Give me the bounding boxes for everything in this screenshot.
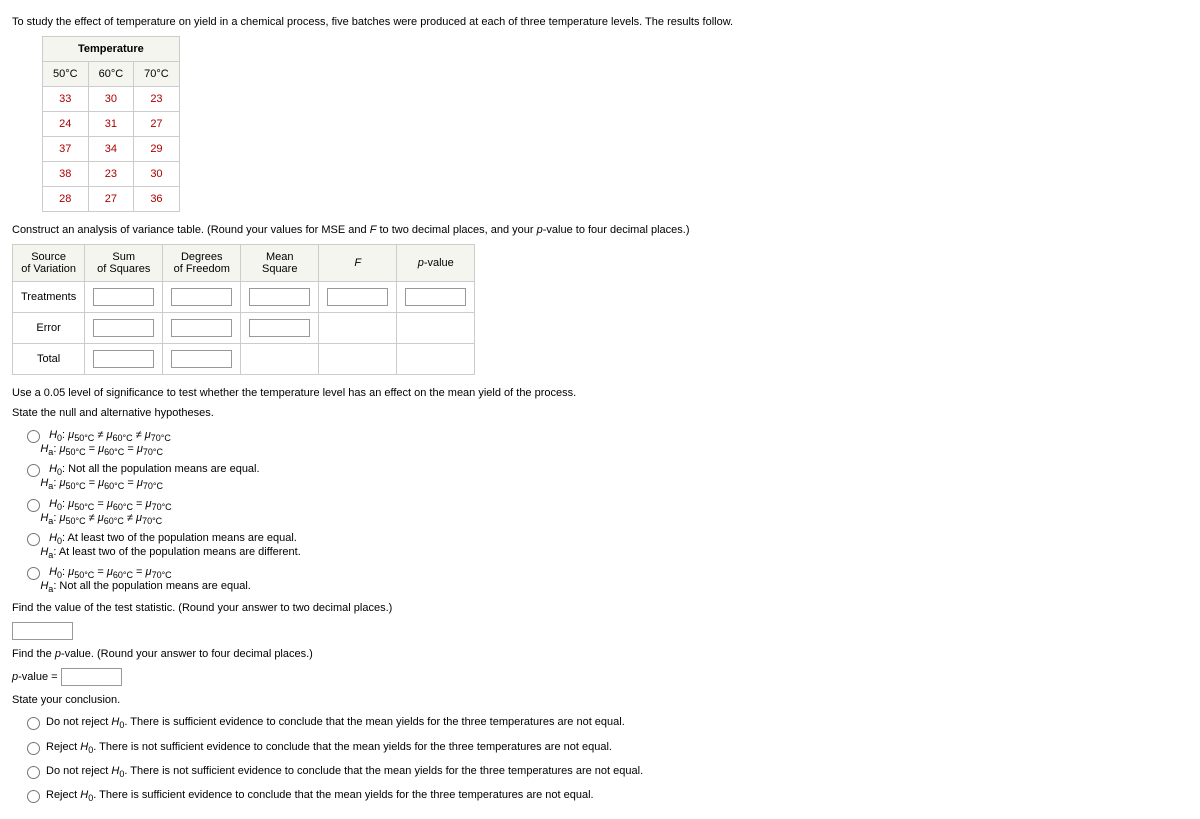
intro-text: To study the effect of temperature on yi… bbox=[12, 16, 1188, 28]
col-60: 60°C bbox=[88, 62, 134, 87]
cell: 38 bbox=[43, 162, 89, 187]
row-error: Error bbox=[13, 313, 85, 344]
col-50: 50°C bbox=[43, 62, 89, 87]
concl-opt1[interactable]: Do not reject H0. There is sufficient ev… bbox=[22, 714, 1188, 730]
hyp-opt1[interactable]: H0: μ50°C ≠ μ60°C ≠ μ70°C Ha: μ50°C = μ6… bbox=[22, 427, 1188, 457]
cell: 29 bbox=[134, 137, 180, 162]
anova-h-ss: Sumof Squares bbox=[85, 245, 163, 282]
cell: 27 bbox=[88, 187, 134, 212]
cell: 23 bbox=[134, 87, 180, 112]
treat-f-input[interactable] bbox=[327, 288, 388, 306]
concl-opt3[interactable]: Do not reject H0. There is not sufficien… bbox=[22, 763, 1188, 779]
anova-h-ms: MeanSquare bbox=[241, 245, 319, 282]
hyp-radio-1[interactable] bbox=[27, 430, 40, 443]
cell: 27 bbox=[134, 112, 180, 137]
cell: 33 bbox=[43, 87, 89, 112]
anova-h-source: Sourceof Variation bbox=[13, 245, 85, 282]
col-70: 70°C bbox=[134, 62, 180, 87]
cell: 28 bbox=[43, 187, 89, 212]
p-value-input[interactable] bbox=[61, 668, 122, 686]
total-df-input[interactable] bbox=[171, 350, 232, 368]
hyp-radio-2[interactable] bbox=[27, 464, 40, 477]
cell: 23 bbox=[88, 162, 134, 187]
hypothesis-options: H0: μ50°C ≠ μ60°C ≠ μ70°C Ha: μ50°C = μ6… bbox=[22, 427, 1188, 594]
cell: 36 bbox=[134, 187, 180, 212]
concl-radio-1[interactable] bbox=[27, 717, 40, 730]
sig-prompt: Use a 0.05 level of significance to test… bbox=[12, 387, 1188, 399]
treat-p-input[interactable] bbox=[405, 288, 466, 306]
error-ss-input[interactable] bbox=[93, 319, 154, 337]
total-ss-input[interactable] bbox=[93, 350, 154, 368]
error-df-input[interactable] bbox=[171, 319, 232, 337]
concl-radio-4[interactable] bbox=[27, 790, 40, 803]
hyp-opt5[interactable]: H0: μ50°C = μ60°C = μ70°C Ha: Not all th… bbox=[22, 564, 1188, 594]
state-conclusion: State your conclusion. bbox=[12, 694, 1188, 706]
hyp-radio-4[interactable] bbox=[27, 533, 40, 546]
state-hypotheses: State the null and alternative hypothese… bbox=[12, 407, 1188, 419]
anova-h-f: F bbox=[319, 245, 397, 282]
find-p-prompt: Find the p-value. (Round your answer to … bbox=[12, 648, 1188, 660]
cell: 30 bbox=[88, 87, 134, 112]
anova-table: Sourceof Variation Sumof Squares Degrees… bbox=[12, 244, 475, 375]
treat-ss-input[interactable] bbox=[93, 288, 154, 306]
conclusion-options: Do not reject H0. There is sufficient ev… bbox=[22, 714, 1188, 802]
treat-ms-input[interactable] bbox=[249, 288, 310, 306]
concl-opt2[interactable]: Reject H0. There is not sufficient evide… bbox=[22, 739, 1188, 755]
find-stat-prompt: Find the value of the test statistic. (R… bbox=[12, 602, 1188, 614]
error-ms-input[interactable] bbox=[249, 319, 310, 337]
temperature-table: Temperature 50°C 60°C 70°C 333023 243127… bbox=[42, 36, 180, 212]
hyp-radio-5[interactable] bbox=[27, 567, 40, 580]
concl-radio-3[interactable] bbox=[27, 766, 40, 779]
p-value-row: p-value = bbox=[12, 668, 1188, 686]
anova-prompt: Construct an analysis of variance table.… bbox=[12, 224, 1188, 236]
cell: 30 bbox=[134, 162, 180, 187]
test-stat-input[interactable] bbox=[12, 622, 73, 640]
cell: 37 bbox=[43, 137, 89, 162]
cell: 24 bbox=[43, 112, 89, 137]
hyp-opt4[interactable]: H0: At least two of the population means… bbox=[22, 530, 1188, 560]
cell: 31 bbox=[88, 112, 134, 137]
cell: 34 bbox=[88, 137, 134, 162]
row-treatments: Treatments bbox=[13, 282, 85, 313]
concl-radio-2[interactable] bbox=[27, 742, 40, 755]
treat-df-input[interactable] bbox=[171, 288, 232, 306]
hyp-opt3[interactable]: H0: μ50°C = μ60°C = μ70°C Ha: μ50°C ≠ μ6… bbox=[22, 496, 1188, 526]
row-total: Total bbox=[13, 344, 85, 375]
anova-h-df: Degreesof Freedom bbox=[163, 245, 241, 282]
hyp-radio-3[interactable] bbox=[27, 499, 40, 512]
hyp-opt2[interactable]: H0: Not all the population means are equ… bbox=[22, 461, 1188, 491]
concl-opt4[interactable]: Reject H0. There is sufficient evidence … bbox=[22, 787, 1188, 803]
temp-header: Temperature bbox=[43, 37, 180, 62]
anova-h-p: p-value bbox=[397, 245, 475, 282]
